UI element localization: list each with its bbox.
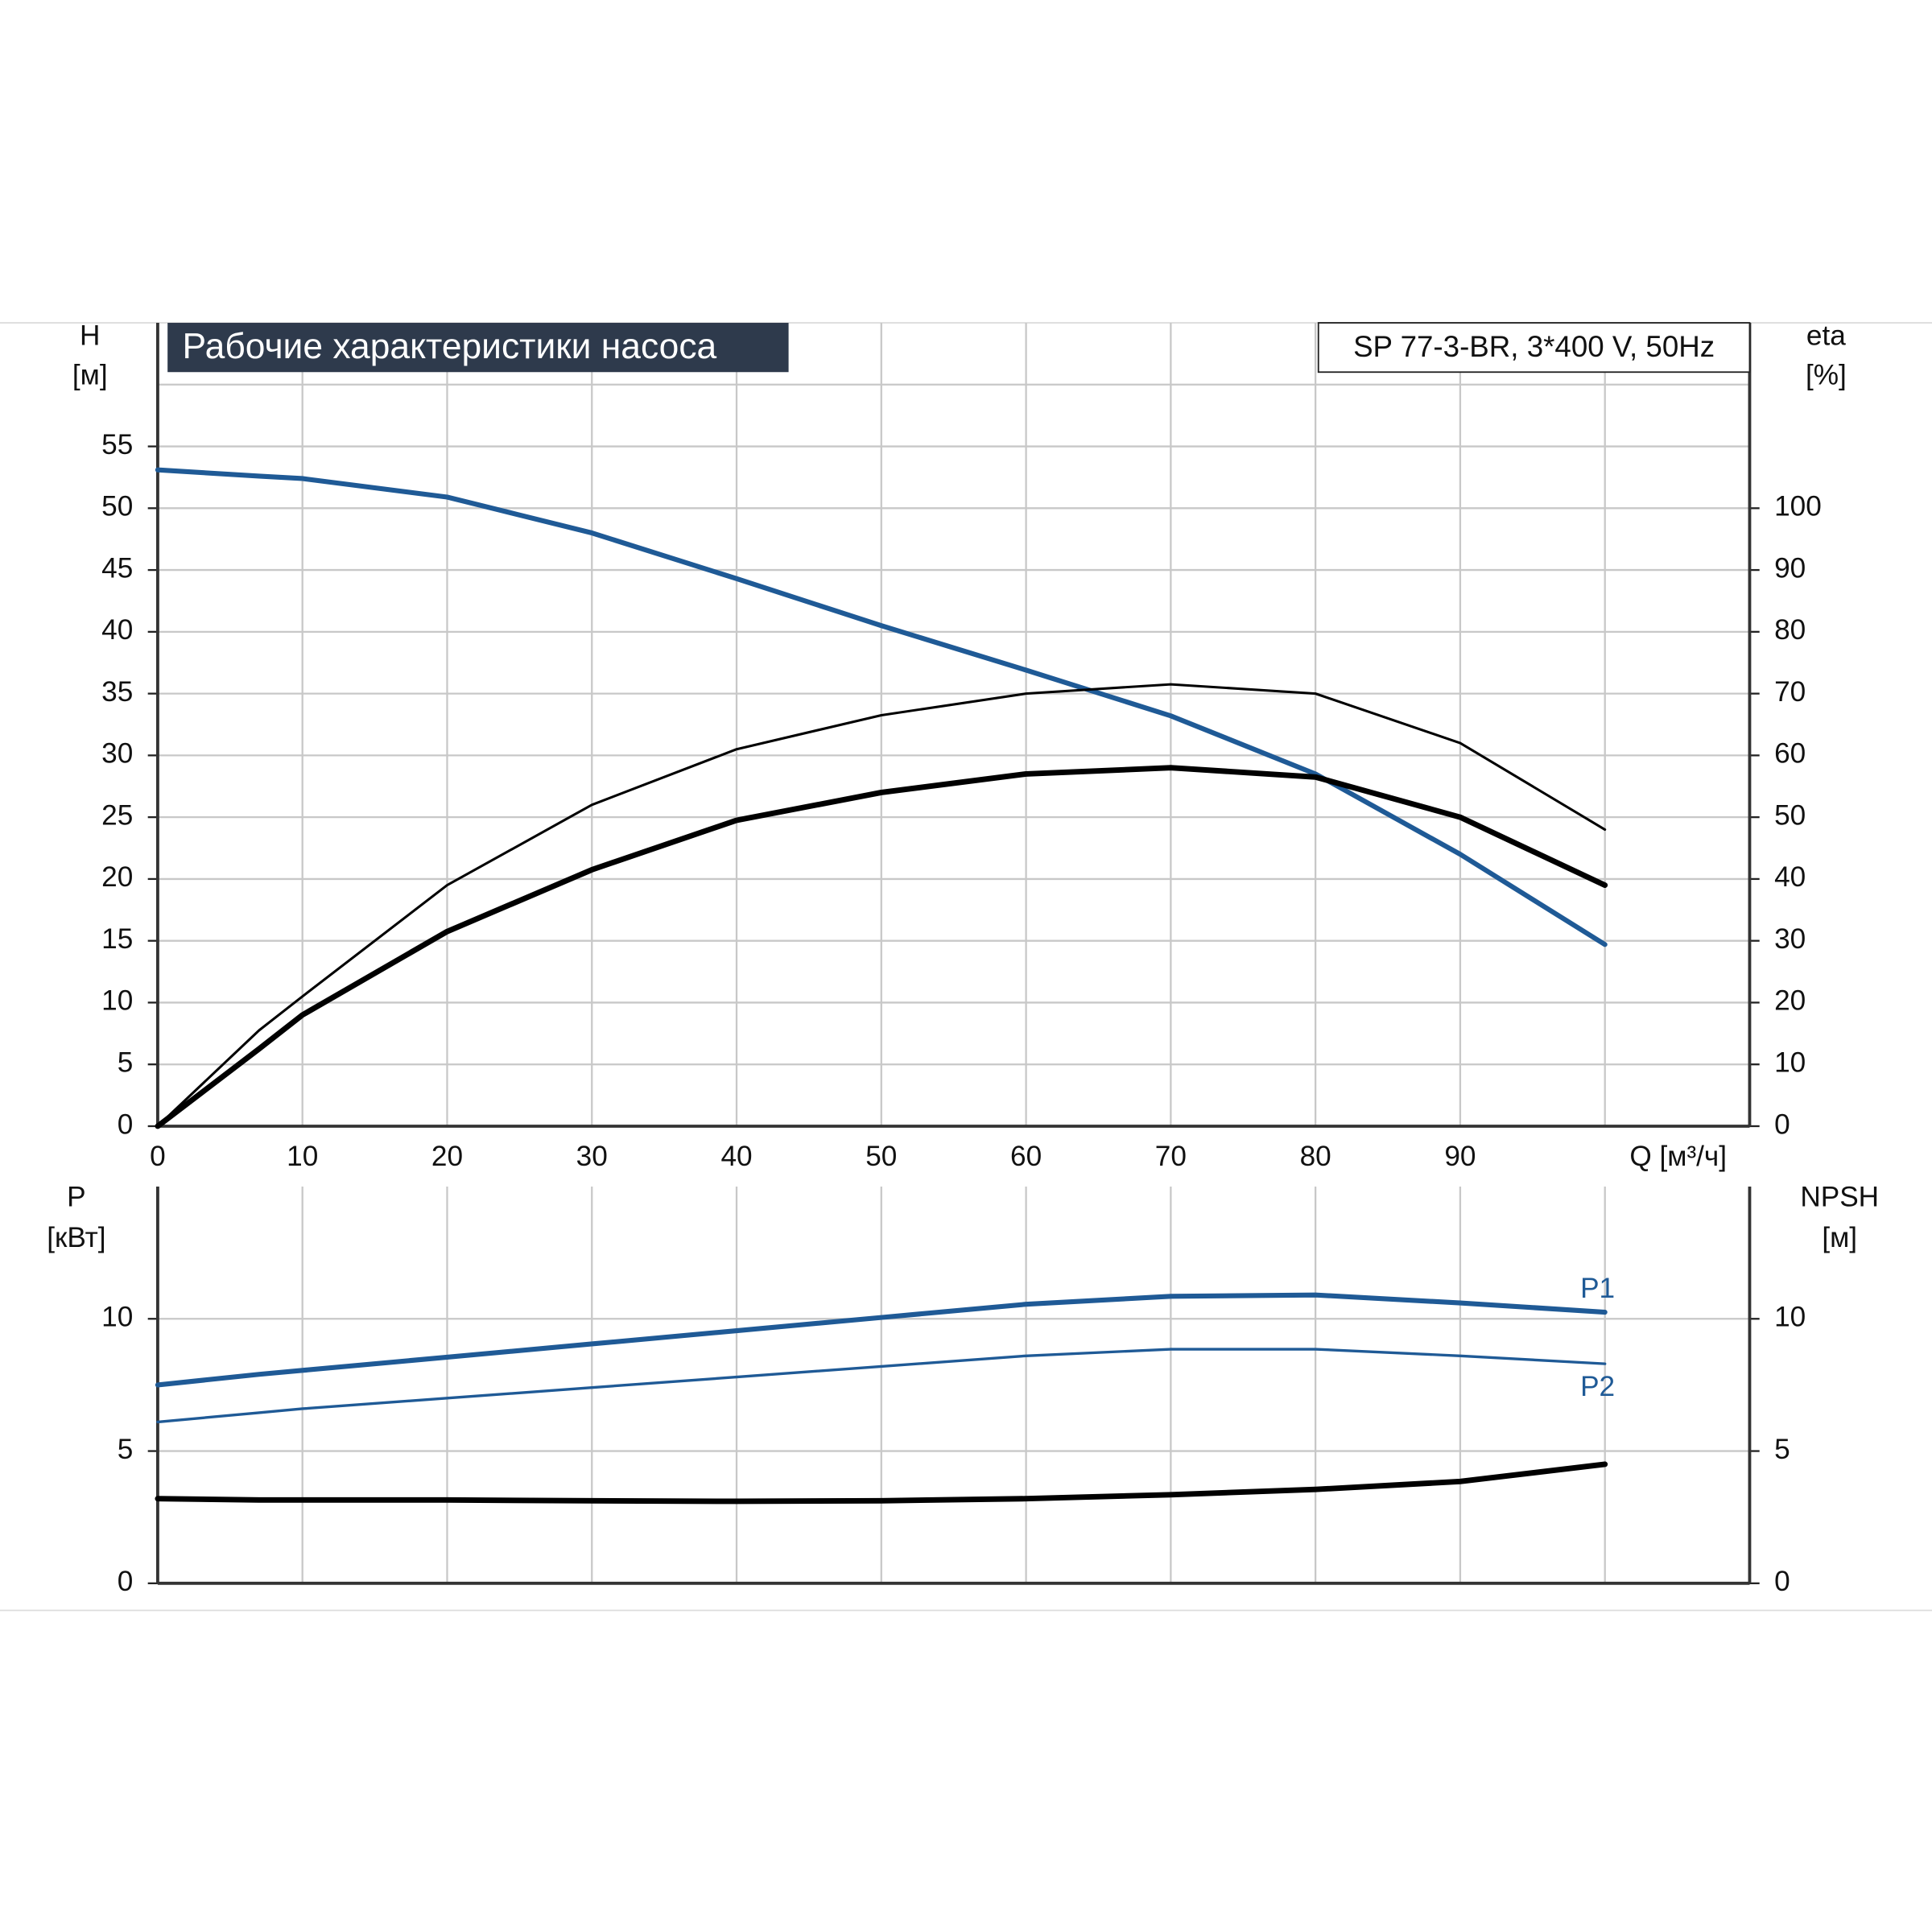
x-tick-label: 90 (1444, 1141, 1476, 1172)
y-axis-label: P (67, 1182, 85, 1213)
curve (156, 683, 1607, 1128)
y-tick-label: 15 (101, 923, 133, 955)
y2-axis-label: eta (1806, 320, 1846, 352)
y-tick-label: 0 (118, 1108, 134, 1140)
y-axis-unit: [кВт] (47, 1222, 105, 1253)
y2-tick-label: 100 (1774, 491, 1822, 522)
series-label: P2 (1580, 1371, 1615, 1402)
x-tick-label: 0 (150, 1141, 166, 1172)
y2-tick-label: 30 (1774, 923, 1806, 955)
x-tick-label: 70 (1155, 1141, 1187, 1172)
y2-tick-label: 80 (1774, 614, 1806, 646)
y2-tick-label: 10 (1774, 1047, 1806, 1079)
head-chart: 0 10 20 30 40 50 60 70 80 90 0 5 10 15 20 25 30 35 40 45 50 5… (101, 323, 1822, 1172)
y-tick-label: 20 (101, 861, 133, 893)
y2-tick-label: 20 (1774, 985, 1806, 1017)
y2-tick-label: 0 (1774, 1566, 1790, 1597)
y-tick-label: 40 (101, 614, 133, 646)
curve (155, 1461, 1608, 1505)
y2-tick-label: 60 (1774, 738, 1806, 770)
y2-axis-unit: [м] (1822, 1222, 1857, 1253)
curve (155, 467, 1608, 947)
x-tick-label: 10 (287, 1141, 318, 1172)
y2-tick-label: 40 (1774, 861, 1806, 893)
y-tick-label: 45 (101, 552, 133, 584)
y-axis-unit: [м] (72, 360, 108, 391)
x-tick-label: 60 (1010, 1141, 1042, 1172)
y-tick-label: 30 (101, 738, 133, 770)
y-tick-label: 50 (101, 491, 133, 522)
curve (155, 765, 1608, 1129)
y2-tick-label: 50 (1774, 799, 1806, 831)
y-tick-label: 10 (101, 985, 133, 1017)
x-tick-label: 40 (720, 1141, 752, 1172)
y-tick-label: 5 (118, 1047, 134, 1079)
y-tick-label: 25 (101, 799, 133, 831)
y-tick-label: 10 (101, 1302, 133, 1333)
y2-axis-unit: [%] (1806, 360, 1847, 391)
y-axis-label: H (80, 320, 100, 352)
power-chart: 0 5 10 0 5 10 P1 P2 (101, 1186, 1806, 1597)
y-tick-label: 55 (101, 429, 133, 460)
series-label: P1 (1580, 1273, 1615, 1304)
title-box (167, 323, 789, 373)
curve (156, 1348, 1607, 1424)
x-axis-label: Q [м³/ч] (1629, 1141, 1727, 1172)
y-tick-label: 5 (118, 1434, 134, 1465)
chart-title: Рабочие характеристики насоса (183, 327, 717, 366)
y2-tick-label: 90 (1774, 552, 1806, 584)
x-tick-label: 50 (865, 1141, 897, 1172)
chart-subtitle: SP 77-3-BR, 3*400 V, 50Hz (1353, 330, 1715, 363)
curve (155, 1292, 1608, 1388)
y2-axis-label: NPSH (1800, 1182, 1879, 1213)
x-tick-label: 30 (576, 1141, 608, 1172)
y-tick-label: 0 (118, 1566, 134, 1597)
y2-tick-label: 0 (1774, 1108, 1790, 1140)
x-tick-label: 80 (1300, 1141, 1331, 1172)
y2-tick-label: 10 (1774, 1302, 1806, 1333)
y-tick-label: 35 (101, 676, 133, 708)
subtitle-box (1317, 322, 1751, 374)
y2-tick-label: 5 (1774, 1434, 1790, 1465)
x-tick-label: 20 (431, 1141, 463, 1172)
y2-tick-label: 70 (1774, 676, 1806, 708)
